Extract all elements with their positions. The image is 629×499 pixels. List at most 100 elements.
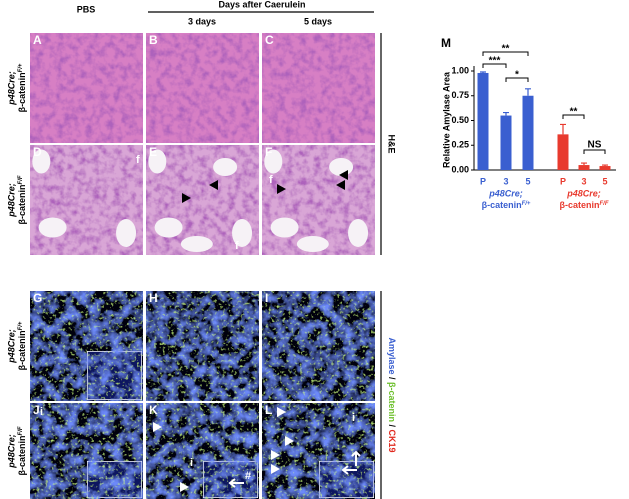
fat-vacuole [348, 219, 369, 247]
panel-label: K [149, 403, 158, 417]
row-label-gene: β-catenin [17, 185, 27, 225]
stain-amylase: Amylase [387, 337, 397, 374]
y-tick-label: 0.50 [451, 115, 469, 125]
row-label: β-cateninF/+ [17, 63, 27, 112]
significance-bracket [583, 149, 606, 154]
panel-label: B [149, 33, 158, 47]
y-axis-label: Relative Amylase Area [441, 71, 451, 168]
inset [318, 460, 375, 499]
row-label-sup: F/F [18, 426, 24, 435]
legend-sup: F/+ [522, 201, 531, 207]
error-bar [525, 88, 531, 96]
row-label: β-cateninF/F [17, 426, 27, 475]
arrowhead [339, 170, 348, 180]
panel-label: F [265, 145, 272, 159]
fat-vacuole [180, 236, 213, 252]
panel-annotation: i [40, 406, 43, 418]
x-tick-label: 5 [525, 176, 530, 186]
arrowhead [285, 436, 294, 446]
arrowhead [153, 422, 162, 432]
arrowhead [277, 184, 286, 194]
error-bar [602, 164, 608, 167]
panel-label: M [441, 36, 451, 50]
fat-vacuole [270, 217, 299, 238]
legend-gene: β-catenin [482, 200, 522, 210]
y-tick-label: 0.00 [451, 164, 469, 174]
fat-vacuole [116, 219, 137, 247]
micrograph [30, 33, 143, 143]
row-label: p48Cre; [6, 183, 16, 218]
column-group-header: Days after Caerulein [218, 0, 305, 9]
separator: / [387, 425, 397, 428]
arrow [228, 478, 244, 488]
significance-bracket [505, 77, 529, 82]
stain-bcat: β-catenin [387, 382, 397, 422]
error-bar [581, 162, 587, 166]
row-label-sup: F/+ [18, 321, 24, 330]
arrowhead [182, 193, 191, 203]
bar [599, 166, 611, 170]
micrograph [262, 33, 375, 143]
error-bar [480, 71, 486, 73]
arrowhead [336, 180, 345, 190]
significance-label: *** [489, 56, 501, 67]
panel-annotation: f [269, 174, 273, 186]
error-bar [560, 123, 566, 135]
significance-bracket [482, 51, 529, 56]
error-bar [503, 111, 509, 116]
row-label: β-cateninF/F [17, 175, 27, 224]
x-tick-label: P [480, 176, 486, 186]
row-label-gene: β-catenin [17, 330, 27, 370]
x-tick-label: P [560, 176, 566, 186]
stain-label: Amylase / β-catenin / CK19 [387, 337, 397, 452]
bar [522, 95, 534, 170]
legend-label: β-cateninF/+ [482, 200, 531, 210]
significance-bracket [562, 114, 585, 119]
panel-annotation: i [352, 412, 355, 424]
x-tick-label: 5 [602, 176, 607, 186]
bar [557, 134, 569, 170]
inset [86, 460, 143, 499]
bar [578, 165, 590, 170]
row-label-gene: β-catenin [17, 436, 27, 476]
panel-annotation: f [235, 240, 239, 252]
micrograph [262, 291, 375, 401]
bar [477, 72, 489, 170]
panel-label: G [33, 291, 42, 305]
separator: / [387, 377, 397, 380]
panel-label: I [265, 291, 268, 305]
legend-label: p48Cre; [488, 188, 523, 198]
bar [500, 115, 512, 170]
panel-annotation: i [190, 457, 193, 469]
arrowhead [277, 407, 286, 417]
significance-label: * [515, 70, 519, 81]
row-label-sup: F/F [18, 175, 24, 184]
fat-vacuole [296, 236, 329, 252]
panel-label: J [33, 403, 40, 417]
panel-annotation: f [136, 154, 140, 166]
panel-label: E [149, 145, 157, 159]
fat-vacuole [154, 217, 183, 238]
stain-label: H&E [387, 134, 397, 153]
panel-label: D [33, 145, 42, 159]
micrograph [146, 33, 259, 143]
row-label-sup: F/+ [18, 63, 24, 72]
fat-vacuole [232, 219, 253, 247]
x-tick-label: 3 [503, 176, 508, 186]
fat-vacuole [32, 149, 51, 174]
x-tick-label: 3 [581, 176, 586, 186]
row-label-gene: β-catenin [17, 72, 27, 112]
stain-ck19: CK19 [387, 430, 397, 453]
fat-vacuole [38, 217, 67, 238]
significance-label: NS [588, 140, 602, 151]
row-label: p48Cre; [6, 329, 16, 364]
y-tick-label: 1.00 [451, 65, 469, 75]
fat-vacuole [329, 158, 354, 176]
legend-label: p48Cre; [566, 188, 601, 198]
inset [202, 460, 259, 499]
arrowhead [209, 180, 218, 190]
panel-label: H [149, 291, 158, 305]
arrow [341, 465, 357, 475]
arrowhead [271, 464, 280, 474]
